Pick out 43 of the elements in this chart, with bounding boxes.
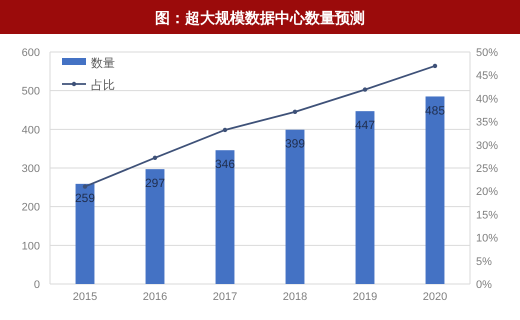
point: [362, 87, 368, 92]
bar: [76, 184, 94, 284]
y2-tick-label: 30%: [476, 140, 498, 152]
y2-tick-label: 50%: [476, 47, 498, 59]
y-tick-label: 100: [22, 240, 40, 252]
legend-label: 占比: [91, 78, 115, 92]
point: [432, 64, 438, 68]
y2-tick-label: 5%: [476, 256, 492, 268]
y-tick-label: 400: [22, 124, 40, 136]
point: [152, 156, 158, 160]
data-label: 259: [74, 190, 96, 205]
x-tick-label: 2015: [72, 291, 98, 303]
y2-tick-label: 45%: [476, 70, 498, 82]
point: [222, 128, 228, 132]
legend-label: 数量: [91, 56, 115, 70]
bar: [286, 130, 304, 284]
x-tick-label: 2016: [142, 291, 168, 303]
bar: [146, 169, 164, 284]
point: [82, 184, 88, 189]
data-label: 346: [214, 157, 236, 172]
y-tick-label: 200: [22, 202, 40, 214]
y-tick-label: 300: [22, 163, 40, 175]
bar: [426, 96, 444, 284]
y2-tick-label: 10%: [476, 232, 498, 245]
x-tick-label: 2020: [422, 291, 448, 303]
data-label: 399: [284, 136, 306, 151]
data-label: 297: [144, 176, 166, 190]
y2-tick-label: 0%: [476, 279, 492, 291]
y2-tick-label: 35%: [476, 116, 498, 129]
y-tick-label: 500: [22, 86, 40, 98]
chart-title: 图：超大规模数据中心数量预测: [155, 9, 365, 27]
bar: [216, 150, 234, 284]
y2-tick-label: 20%: [476, 186, 498, 198]
y2-tick-label: 15%: [476, 209, 498, 222]
y-tick-label: 600: [22, 47, 40, 59]
x-tick-label: 2019: [352, 291, 378, 303]
x-tick-label: 2018: [282, 291, 308, 303]
y-tick-label: 0: [34, 279, 40, 291]
y2-tick-label: 40%: [476, 93, 498, 106]
bar: [356, 111, 374, 284]
point: [292, 110, 298, 114]
x-tick-label: 2017: [212, 291, 238, 303]
y2-tick-label: 25%: [476, 163, 498, 175]
